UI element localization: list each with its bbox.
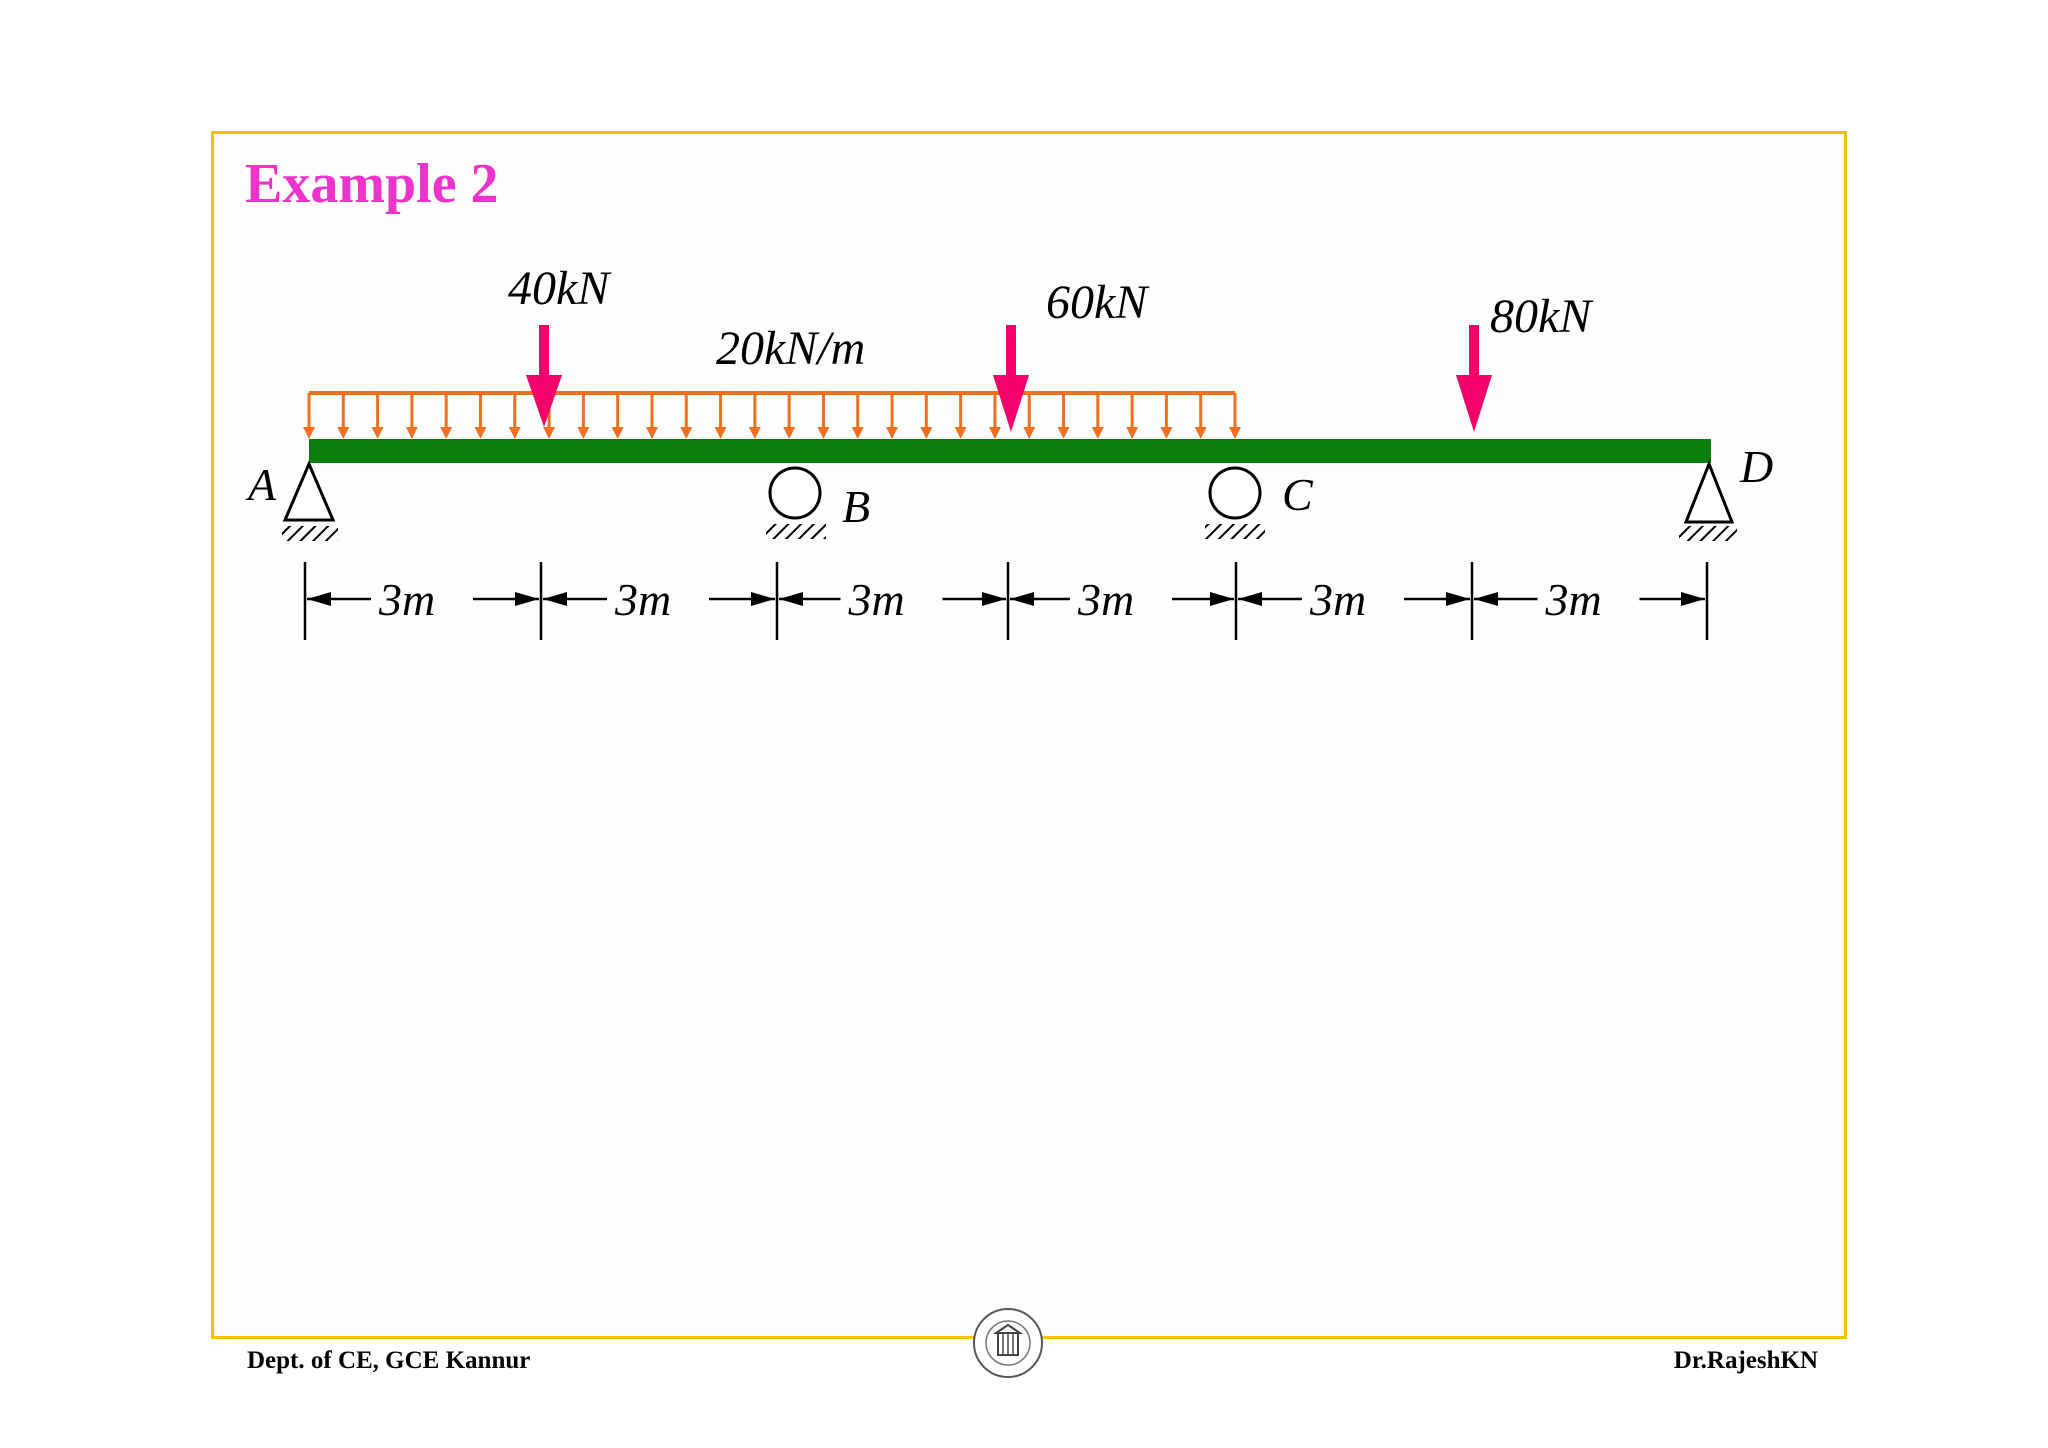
span-dimension: 3m xyxy=(307,574,539,625)
udl-arrow xyxy=(954,393,967,439)
udl-arrow xyxy=(748,393,761,439)
udl-load xyxy=(303,391,1241,439)
span-dimension: 3m xyxy=(1474,574,1705,625)
udl-arrow xyxy=(508,393,521,439)
pin-support-a xyxy=(282,460,338,541)
udl-arrow xyxy=(440,393,453,439)
roller-support-b xyxy=(766,466,826,539)
pin-support-d xyxy=(1679,459,1737,541)
college-emblem-icon xyxy=(970,1305,1046,1386)
udl-arrow xyxy=(371,393,384,439)
udl-arrow xyxy=(920,393,933,439)
span-dimension-label: 3m xyxy=(614,574,671,625)
udl-arrow xyxy=(680,393,693,439)
roller-support-c xyxy=(1205,466,1265,539)
udl-arrow xyxy=(886,393,899,439)
udl-arrow xyxy=(988,393,1001,439)
span-dimension-label: 3m xyxy=(1545,574,1602,625)
span-dimension-label: 3m xyxy=(1077,574,1134,625)
point-load-60kn xyxy=(993,325,1029,432)
slide-title: Example 2 xyxy=(245,153,499,215)
udl-arrow xyxy=(645,393,658,439)
udl-arrow xyxy=(337,393,350,439)
udl-arrow xyxy=(1023,393,1036,439)
span-dimension: 3m xyxy=(779,574,1006,625)
footer-department: Dept. of CE, GCE Kannur xyxy=(247,1347,531,1374)
point-load-40kn-label: 40kN xyxy=(508,262,612,315)
udl-arrow xyxy=(1057,393,1070,439)
span-dimension-label: 3m xyxy=(378,574,435,625)
slide-frame xyxy=(211,131,1847,1339)
span-dimension: 3m xyxy=(1238,574,1470,625)
support-d-label: D xyxy=(1739,441,1773,492)
point-load-60kn-label: 60kN xyxy=(1046,276,1150,329)
udl-arrow xyxy=(405,393,418,439)
udl-arrow xyxy=(714,393,727,439)
span-dimension-label: 3m xyxy=(848,574,905,625)
support-a-label: A xyxy=(245,459,277,510)
udl-arrow xyxy=(783,393,796,439)
udl-arrow xyxy=(577,393,590,439)
span-dimension: 3m xyxy=(543,574,775,625)
point-load-80kn-label: 80kN xyxy=(1490,290,1594,343)
udl-arrow xyxy=(1160,393,1173,439)
udl-arrow xyxy=(817,393,830,439)
point-load-40kn xyxy=(526,325,562,427)
udl-arrow xyxy=(474,393,487,439)
udl-arrow xyxy=(851,393,864,439)
span-dimension-label: 3m xyxy=(1309,574,1366,625)
udl-arrow xyxy=(611,393,624,439)
support-c-label: C xyxy=(1282,469,1314,520)
span-dimensions: 3m 3m 3m 3m 3m 3m xyxy=(303,562,1709,640)
udl-label: 20kN/m xyxy=(716,322,865,375)
beam xyxy=(309,439,1711,463)
udl-arrow xyxy=(1126,393,1139,439)
footer-author: Dr.RajeshKN xyxy=(1673,1347,1818,1374)
span-dimension: 3m xyxy=(1010,574,1234,625)
point-load-80kn xyxy=(1456,325,1492,432)
udl-arrow xyxy=(1091,393,1104,439)
support-b-label: B xyxy=(842,481,870,532)
udl-arrow xyxy=(303,393,315,439)
udl-arrow xyxy=(1229,393,1241,439)
udl-arrow xyxy=(1194,393,1207,439)
